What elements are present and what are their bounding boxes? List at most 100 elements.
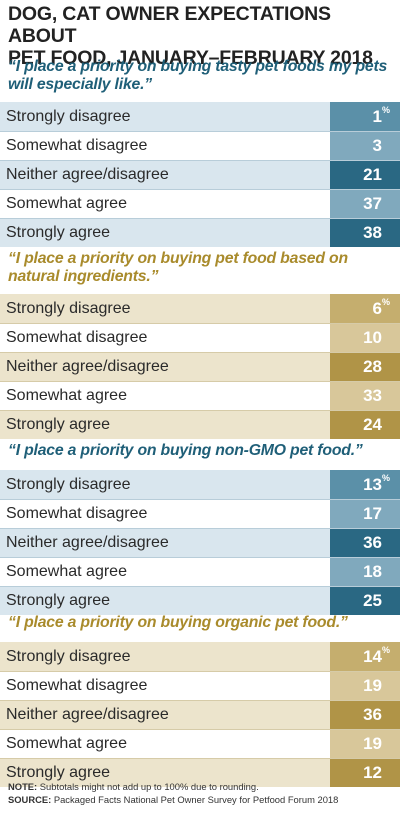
percent-sign: %: [381, 473, 390, 483]
survey-question-line-1: “I place a priority on buying tasty pet …: [8, 58, 388, 75]
value-cell: 19: [330, 729, 400, 758]
response-label: Somewhat agree: [6, 195, 127, 212]
response-value: 14: [363, 647, 382, 666]
table-row: Strongly agree 12: [0, 758, 400, 787]
table-row: Somewhat disagree 17: [0, 499, 400, 528]
row-divider: [0, 499, 400, 500]
source-label: SOURCE:: [8, 793, 52, 805]
table-row: Strongly disagree 1%: [0, 102, 400, 131]
response-label: Neither agree/disagree: [6, 358, 169, 375]
table-row: Strongly agree 24: [0, 410, 400, 439]
response-value: 1: [372, 107, 382, 126]
survey-question-line-2: will especially like.”: [8, 76, 152, 93]
response-value: 17: [363, 504, 382, 523]
table-row: Somewhat agree 37: [0, 189, 400, 218]
value-cell: 21: [330, 160, 400, 189]
response-label: Strongly disagree: [6, 648, 131, 665]
row-divider: [0, 381, 400, 382]
source-line: SOURCE: Packaged Facts National Pet Owne…: [8, 794, 396, 807]
table-row: Strongly disagree 14%: [0, 642, 400, 671]
response-label: Strongly disagree: [6, 108, 131, 125]
value-cell: 37: [330, 189, 400, 218]
response-value: 3: [372, 136, 382, 155]
response-value: 38: [363, 223, 382, 242]
response-value: 36: [363, 705, 382, 724]
response-value: 37: [363, 194, 382, 213]
note-label: NOTE:: [8, 781, 38, 792]
footer: NOTE: Subtotals might not add up to 100%…: [8, 781, 396, 806]
value-cell: 17: [330, 499, 400, 528]
survey-question: “I place a priority on buying non-GMO pe…: [8, 442, 396, 460]
row-divider: [0, 700, 400, 701]
table-row: Strongly agree 25: [0, 586, 400, 615]
page-title: DOG, CAT OWNER EXPECTATIONS ABOUT PET FO…: [8, 3, 396, 69]
survey-question: “I place a priority on buying organic pe…: [8, 614, 396, 632]
response-label: Strongly agree: [6, 416, 111, 433]
percent-sign: %: [381, 105, 390, 115]
row-divider: [0, 528, 400, 529]
response-value: 18: [363, 562, 382, 581]
response-label: Somewhat disagree: [6, 329, 148, 346]
table-row: Somewhat disagree 19: [0, 671, 400, 700]
response-label: Somewhat agree: [6, 735, 127, 752]
response-label: Neither agree/disagree: [6, 166, 169, 183]
response-table: Strongly disagree 14% Somewhat disagree 19 N…: [0, 642, 400, 787]
table-row: Strongly disagree 6%: [0, 294, 400, 323]
title-line-2: PET FOOD, JANUARY–FEBRUARY 2018: [8, 47, 373, 69]
table-row: Somewhat agree 18: [0, 557, 400, 586]
response-label: Strongly agree: [6, 764, 111, 781]
response-value: 19: [363, 734, 382, 753]
response-label: Somewhat disagree: [6, 505, 148, 522]
value-cell: 14%: [330, 642, 400, 671]
survey-question-line-1: “I place a priority on buying pet food b…: [8, 250, 348, 267]
response-value: 33: [363, 386, 382, 405]
response-value: 19: [363, 676, 382, 695]
table-row: Somewhat agree 33: [0, 381, 400, 410]
response-value: 21: [363, 165, 382, 184]
percent-sign: %: [381, 645, 390, 655]
response-label: Somewhat disagree: [6, 137, 148, 154]
survey-question-line-2: natural ingredients.”: [8, 268, 159, 285]
value-cell: 36: [330, 528, 400, 557]
response-value: 36: [363, 533, 382, 552]
value-cell: 25: [330, 586, 400, 615]
response-value: 10: [363, 328, 382, 347]
response-label: Strongly disagree: [6, 476, 131, 493]
response-value: 24: [363, 415, 382, 434]
row-divider: [0, 189, 400, 190]
value-cell: 28: [330, 352, 400, 381]
value-cell: 38: [330, 218, 400, 247]
row-divider: [0, 557, 400, 558]
response-table: Strongly disagree 13% Somewhat disagree 17 N…: [0, 470, 400, 615]
percent-sign: %: [381, 297, 390, 307]
table-row: Somewhat disagree 3: [0, 131, 400, 160]
value-cell: 19: [330, 671, 400, 700]
note-text: Subtotals might not add up to 100% due t…: [39, 781, 259, 792]
row-divider: [0, 758, 400, 759]
response-label: Strongly disagree: [6, 300, 131, 317]
row-divider: [0, 218, 400, 219]
response-value: 13: [363, 475, 382, 494]
row-divider: [0, 160, 400, 161]
table-row: Neither agree/disagree 36: [0, 700, 400, 729]
response-table: Strongly disagree 1% Somewhat disagree 3 Nei…: [0, 102, 400, 247]
response-value: 25: [363, 591, 382, 610]
row-divider: [0, 323, 400, 324]
response-label: Strongly agree: [6, 224, 111, 241]
response-label: Somewhat agree: [6, 563, 127, 580]
row-divider: [0, 352, 400, 353]
title-line-1: DOG, CAT OWNER EXPECTATIONS ABOUT: [8, 3, 331, 47]
table-row: Somewhat agree 19: [0, 729, 400, 758]
response-label: Somewhat disagree: [6, 677, 148, 694]
response-value: 6: [372, 299, 382, 318]
table-row: Neither agree/disagree 28: [0, 352, 400, 381]
value-cell: 24: [330, 410, 400, 439]
value-cell: 13%: [330, 470, 400, 499]
value-cell: 33: [330, 381, 400, 410]
value-cell: 12: [330, 758, 400, 787]
note-line: NOTE: Subtotals might not add up to 100%…: [8, 781, 396, 794]
survey-question-line-1: “I place a priority on buying non-GMO pe…: [8, 442, 363, 459]
table-row: Somewhat disagree 10: [0, 323, 400, 352]
row-divider: [0, 410, 400, 411]
